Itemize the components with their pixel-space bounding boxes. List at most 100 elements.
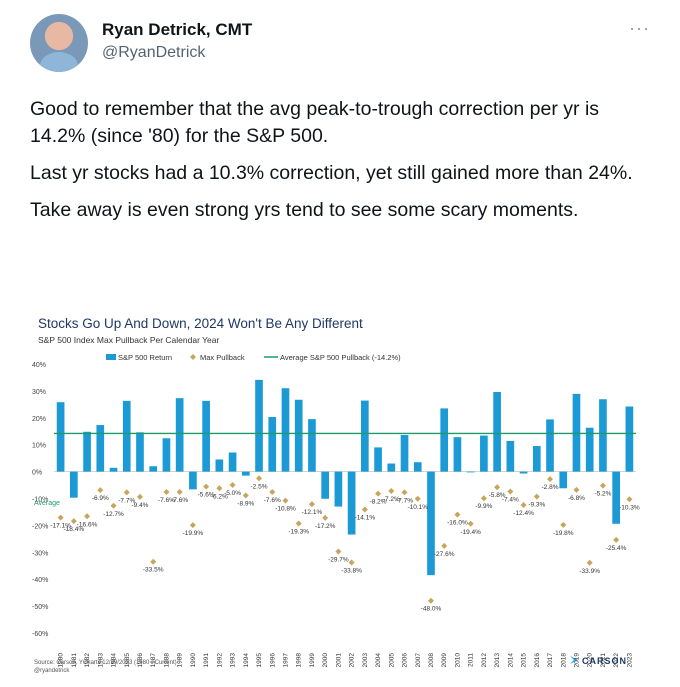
x-tick-label: 1983 bbox=[97, 653, 104, 668]
pullback-label: -19.8% bbox=[553, 530, 574, 537]
chart-image[interactable]: Stocks Go Up And Down, 2024 Won't Be Any… bbox=[30, 308, 650, 680]
return-bar bbox=[599, 399, 607, 472]
return-bar bbox=[413, 462, 422, 472]
y-tick-label: 20% bbox=[32, 416, 46, 423]
tweet-text: Good to remember that the avg peak-to-tr… bbox=[30, 96, 650, 234]
pullback-label: -8.2% bbox=[370, 499, 387, 506]
pullback-marker bbox=[348, 559, 355, 566]
pullback-label: -29.7% bbox=[328, 556, 349, 563]
return-bar bbox=[453, 437, 462, 472]
pullback-marker bbox=[203, 483, 210, 490]
return-bar bbox=[440, 408, 449, 472]
legend-entry: S&P 500 Return bbox=[118, 353, 172, 362]
pullback-marker bbox=[586, 559, 593, 566]
author-handle[interactable]: @RyanDetrick bbox=[102, 44, 206, 61]
pullback-label: -17.2% bbox=[315, 523, 336, 530]
pullback-label: -10.8% bbox=[275, 506, 296, 513]
x-tick-label: 2012 bbox=[481, 653, 488, 668]
pullback-label: -19.3% bbox=[288, 529, 309, 536]
pullback-label: -16.0% bbox=[447, 520, 468, 527]
return-bar bbox=[480, 435, 488, 472]
pullback-marker bbox=[494, 484, 501, 491]
return-bar bbox=[532, 446, 541, 472]
x-tick-label: 1995 bbox=[256, 653, 263, 668]
pullback-marker bbox=[308, 501, 315, 508]
y-tick-label: -50% bbox=[32, 604, 48, 611]
return-bar bbox=[83, 431, 91, 472]
return-bar bbox=[109, 467, 118, 472]
pullback-marker bbox=[573, 486, 580, 493]
y-tick-label: 30% bbox=[32, 389, 46, 396]
y-tick-label: -40% bbox=[32, 577, 48, 584]
carson-logo-icon bbox=[570, 656, 578, 664]
pullback-marker bbox=[361, 506, 368, 513]
chart-source: Source: Carson, YCharts 12/29/2023 (1980… bbox=[34, 660, 177, 666]
pullback-marker bbox=[401, 489, 408, 496]
return-bar bbox=[56, 402, 65, 472]
pullback-label: -27.6% bbox=[434, 551, 455, 558]
pullback-label: -16.6% bbox=[77, 521, 98, 528]
pullback-marker bbox=[414, 495, 421, 502]
pullback-marker bbox=[335, 548, 342, 555]
x-tick-label: 2010 bbox=[454, 653, 461, 668]
pullback-label: -7.7% bbox=[118, 497, 135, 504]
pullback-label: -33.9% bbox=[579, 568, 600, 575]
pullback-label: -7.6% bbox=[171, 497, 188, 504]
return-bar bbox=[374, 447, 382, 472]
avatar[interactable] bbox=[30, 14, 88, 72]
pullback-marker bbox=[441, 542, 448, 549]
chart-title: Stocks Go Up And Down, 2024 Won't Be Any… bbox=[38, 316, 363, 331]
return-bar bbox=[546, 419, 554, 472]
return-bar bbox=[387, 463, 396, 472]
return-bar bbox=[149, 466, 158, 472]
x-tick-label: 1984 bbox=[111, 653, 118, 668]
pullback-marker bbox=[189, 522, 196, 529]
pullback-label: -5.6% bbox=[198, 492, 215, 499]
pullback-label: -18.4% bbox=[64, 526, 85, 533]
x-tick-label: 2011 bbox=[468, 653, 475, 667]
return-bar bbox=[228, 452, 237, 472]
pullback-marker bbox=[57, 514, 64, 521]
return-bar bbox=[427, 471, 435, 576]
pullback-marker bbox=[84, 513, 91, 520]
x-tick-label: 1981 bbox=[71, 653, 78, 668]
x-tick-label: 2008 bbox=[428, 653, 435, 668]
return-bar bbox=[519, 471, 528, 474]
pullback-label: -9.9% bbox=[475, 503, 492, 510]
pullback-marker bbox=[136, 493, 143, 500]
pullback-label: -10.3% bbox=[619, 504, 640, 511]
pullback-marker bbox=[216, 485, 223, 492]
pullback-marker bbox=[97, 487, 104, 494]
pullback-marker bbox=[626, 496, 633, 503]
return-bar bbox=[612, 471, 620, 524]
return-bar bbox=[347, 471, 356, 535]
pullback-marker bbox=[533, 493, 540, 500]
pullback-marker bbox=[454, 511, 461, 518]
x-tick-label: 2001 bbox=[335, 653, 342, 668]
x-tick-label: 2022 bbox=[613, 653, 620, 668]
legend-swatch-bar bbox=[106, 354, 116, 360]
pullback-marker bbox=[242, 492, 249, 499]
pullback-marker bbox=[229, 482, 236, 489]
y-tick-label: -30% bbox=[32, 550, 48, 557]
x-tick-label: 1985 bbox=[124, 653, 131, 668]
pullback-marker bbox=[599, 482, 606, 489]
x-tick-label: 2020 bbox=[587, 653, 594, 668]
x-tick-label: 2009 bbox=[441, 653, 448, 668]
pullback-label: -19.4% bbox=[460, 529, 481, 536]
pullback-marker bbox=[176, 489, 183, 496]
tweet-header: Ryan Detrick, CMT @RyanDetrick ··· bbox=[30, 14, 650, 76]
pullback-label: -25.4% bbox=[606, 545, 627, 552]
pullback-marker bbox=[282, 497, 289, 504]
x-tick-label: 1999 bbox=[309, 653, 316, 668]
x-tick-label: 1982 bbox=[84, 653, 91, 668]
author-name[interactable]: Ryan Detrick, CMT bbox=[102, 20, 253, 39]
more-dots-icon[interactable]: ··· bbox=[629, 18, 650, 38]
return-bar bbox=[122, 400, 131, 472]
x-tick-label: 2002 bbox=[349, 653, 356, 668]
pullback-marker bbox=[123, 489, 130, 496]
pullback-label: -12.7% bbox=[103, 511, 124, 518]
pullback-marker bbox=[269, 489, 276, 496]
x-tick-label: 1998 bbox=[296, 653, 303, 668]
return-bar bbox=[281, 388, 290, 472]
